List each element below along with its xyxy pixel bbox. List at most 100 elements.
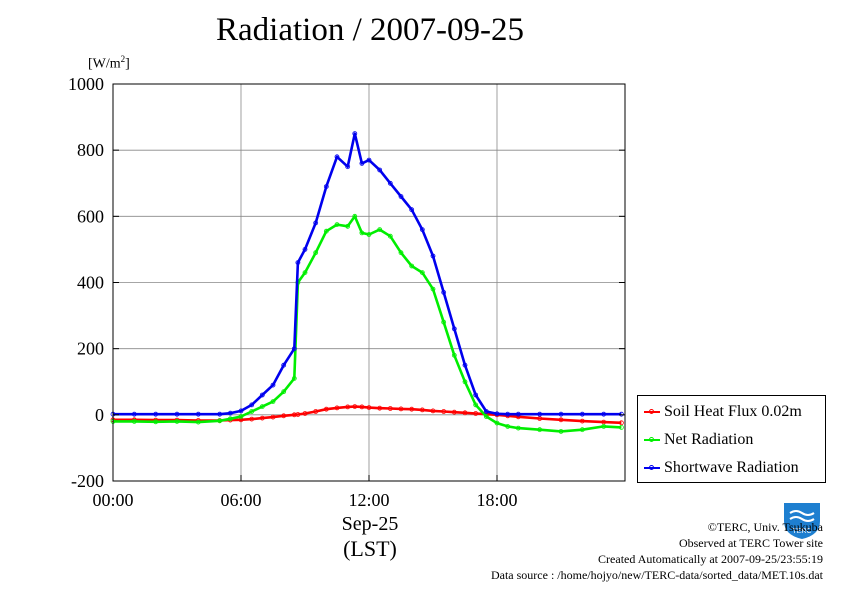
series-1-point-18 — [345, 223, 351, 229]
series-0-point-21 — [366, 405, 372, 411]
legend-item-soil-heat-flux: Soil Heat Flux 0.02m — [644, 401, 802, 423]
series-1-point-28 — [441, 319, 447, 325]
series-0-point-19 — [352, 404, 358, 410]
series-2-point-3 — [174, 411, 180, 417]
series-2-point-38 — [579, 411, 585, 417]
series-1-point-17 — [334, 222, 340, 228]
series-line-2 — [113, 132, 622, 416]
series-0-point-10 — [270, 414, 276, 420]
series-lines — [110, 131, 624, 434]
series-0-point-8 — [249, 416, 255, 422]
series-1-point-29 — [451, 352, 457, 358]
x-tick-label-2: 12:00 — [348, 490, 389, 510]
series-0-point-17 — [334, 405, 340, 411]
series-2-point-1 — [131, 411, 137, 417]
y-axis: -200 0 200 400 600 800 1000 — [68, 74, 625, 491]
series-0-point-24 — [398, 406, 404, 412]
series-2-point-26 — [419, 227, 425, 233]
series-2-point-13 — [295, 260, 301, 266]
legend-item-net-radiation: Net Radiation — [644, 429, 753, 451]
series-1-point-1 — [131, 418, 137, 424]
series-1-point-31 — [473, 402, 479, 408]
series-0-point-15 — [313, 409, 319, 414]
legend-label-soil: Soil Heat Flux 0.02m — [664, 403, 802, 420]
series-1-point-23 — [387, 233, 393, 239]
y-tick-label-6: 1000 — [68, 74, 104, 94]
x-axis-timezone-label: (LST) — [343, 536, 397, 561]
series-1-point-35 — [515, 425, 521, 431]
series-2-point-27 — [430, 253, 436, 259]
footer: ©TERC, Univ. Tsukuba Observed at TERC To… — [491, 519, 823, 583]
series-2-point-36 — [537, 411, 543, 417]
footer-created: Created Automatically at 2007-09-25/23:5… — [598, 552, 823, 566]
series-2-point-37 — [558, 411, 564, 417]
series-1-point-16 — [323, 228, 329, 234]
series-1-point-25 — [409, 263, 415, 269]
series-2-point-15 — [313, 220, 319, 226]
gridlines — [113, 84, 625, 481]
series-1-point-24 — [398, 250, 404, 256]
y-tick-label-3: 400 — [77, 273, 104, 293]
series-2-point-14 — [302, 246, 308, 252]
series-2-point-9 — [259, 392, 265, 398]
series-2-point-21 — [366, 157, 372, 163]
series-2-point-29 — [451, 326, 457, 332]
series-0-point-18 — [345, 404, 351, 410]
series-2-point-40 — [619, 411, 624, 417]
series-0-point-22 — [377, 405, 383, 411]
legend-label-shortwave: Shortwave Radiation — [664, 459, 799, 476]
series-1-point-11 — [281, 389, 287, 395]
series-0-point-30 — [462, 410, 468, 416]
series-2-point-25 — [409, 207, 415, 213]
series-1-point-3 — [174, 418, 180, 424]
series-2-point-4 — [195, 411, 201, 417]
series-2-point-30 — [462, 362, 468, 368]
series-1-point-27 — [430, 286, 436, 292]
series-2-point-10 — [270, 382, 276, 388]
series-1-point-37 — [558, 428, 564, 434]
series-1-point-19 — [352, 213, 358, 219]
series-0-point-40 — [619, 420, 624, 426]
chart-title: Radiation / 2007-09-25 — [216, 12, 524, 48]
footer-copyright: ©TERC, Univ. Tsukuba — [707, 520, 823, 534]
series-0-point-11 — [281, 413, 287, 419]
series-1-point-39 — [601, 423, 607, 429]
series-2-point-31 — [473, 392, 479, 398]
series-1-point-8 — [249, 409, 255, 414]
terc-logo: TERC — [784, 503, 820, 539]
series-line-1 — [113, 215, 622, 433]
y-tick-label-0: -200 — [71, 471, 104, 491]
y-axis-unit: [W/m2] — [88, 54, 130, 72]
y-tick-label-2: 200 — [77, 339, 104, 359]
series-1-point-38 — [579, 427, 585, 433]
legend-item-shortwave: Shortwave Radiation — [644, 457, 799, 479]
series-2-point-33 — [494, 411, 500, 417]
series-0-point-13 — [295, 412, 301, 417]
legend-swatch-soil — [644, 409, 660, 414]
series-0-point-28 — [441, 409, 447, 414]
series-2-point-6 — [227, 410, 233, 416]
y-tick-label-1: 0 — [95, 405, 104, 425]
series-0-point-23 — [387, 406, 393, 411]
series-0-point-25 — [409, 406, 415, 412]
series-2-point-8 — [249, 402, 255, 408]
series-1-point-12 — [291, 375, 297, 381]
series-0-point-38 — [579, 418, 585, 424]
series-1-point-5 — [217, 418, 223, 424]
series-2-point-34 — [505, 411, 511, 417]
series-2-point-23 — [387, 180, 393, 186]
x-tick-label-0: 00:00 — [92, 490, 133, 510]
series-1-point-4 — [195, 419, 201, 425]
series-1-point-6 — [227, 416, 233, 422]
footer-observed: Observed at TERC Tower site — [678, 536, 823, 550]
series-2-point-20 — [359, 160, 365, 166]
y-tick-label-4: 600 — [77, 206, 104, 226]
legend-swatch-net — [644, 437, 660, 442]
x-tick-label-3: 18:00 — [476, 490, 517, 510]
series-2-point-11 — [281, 362, 287, 368]
series-1-point-33 — [494, 420, 500, 426]
series-2-point-19 — [352, 131, 358, 137]
series-1-point-21 — [366, 232, 372, 237]
series-1-point-10 — [270, 399, 276, 405]
